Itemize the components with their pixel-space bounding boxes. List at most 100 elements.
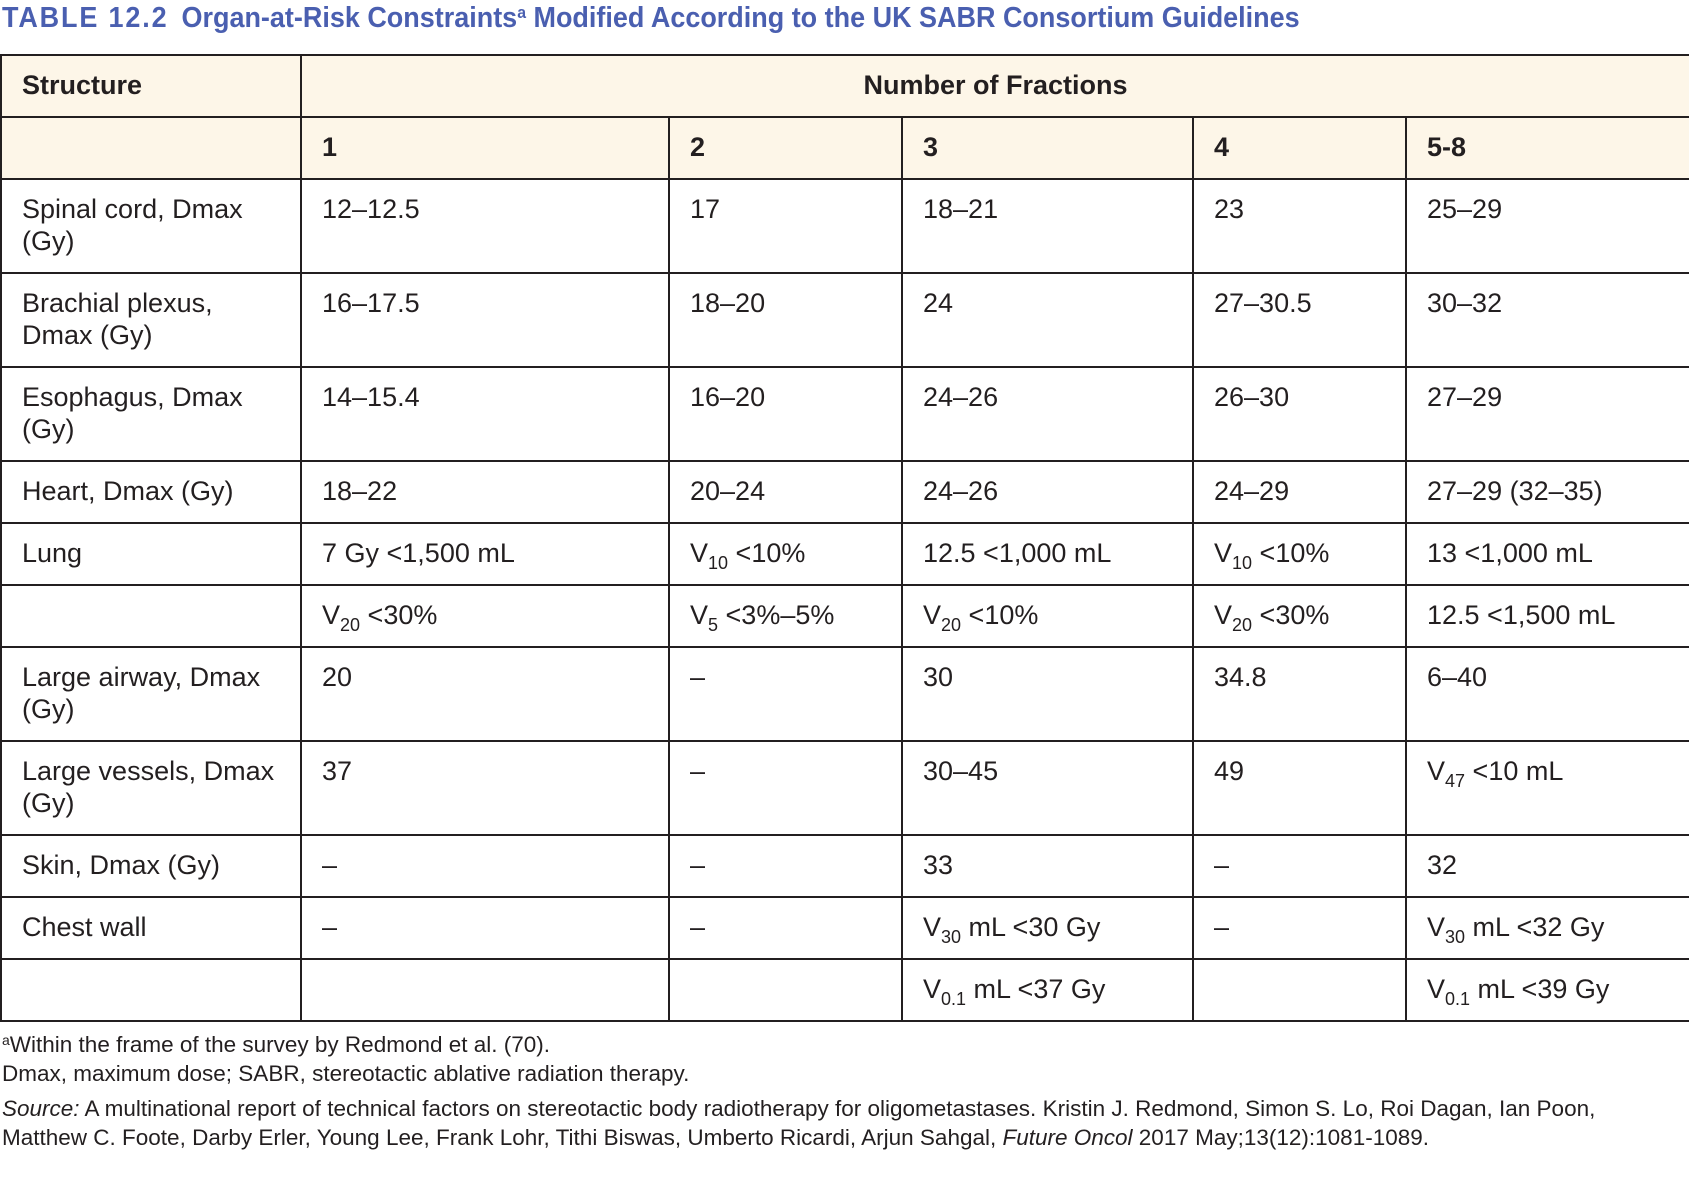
constraint-cell-fraction-2: 16–20 (668, 366, 903, 462)
value-rest: <10% (728, 538, 806, 568)
constraint-cell-fraction-5-8: V30 mL <32 Gy (1404, 896, 1689, 960)
constraint-cell-fraction-4: – (1192, 834, 1407, 898)
value-base: V (923, 600, 942, 630)
value-base: V (690, 538, 709, 568)
structure-cell (0, 958, 302, 1022)
value-subscript: 20 (1232, 615, 1253, 635)
constraint-cell-fraction-5-8: V47 <10 mL (1404, 740, 1689, 836)
structure-cell: Skin, Dmax (Gy) (0, 834, 302, 898)
constraint-cell-fraction-4: 26–30 (1192, 366, 1407, 462)
value-base: V (1427, 756, 1446, 786)
constraint-cell-fraction-4: 27–30.5 (1192, 272, 1407, 368)
constraint-cell-fraction-1: 14–15.4 (300, 366, 670, 462)
structure-cell (0, 584, 302, 648)
table-row: Chest wall – – V30 mL <30 Gy – V30 mL <32 Gy (0, 896, 1689, 960)
title-footnote-marker: a (517, 3, 526, 22)
table-number: TABLE 12.2 (2, 2, 169, 34)
constraint-cell-fraction-3: V20 <10% (901, 584, 1194, 648)
constraint-cell-fraction-3: 12.5 <1,000 mL (901, 522, 1194, 586)
constraint-cell-fraction-1: V20 <30% (300, 584, 670, 648)
constraint-cell-fraction-5-8: 6–40 (1404, 646, 1689, 742)
constraint-cell-fraction-2: V5 <3%–5% (668, 584, 903, 648)
constraint-cell-fraction-2: – (668, 740, 903, 836)
value-base: V (1427, 974, 1446, 1004)
header-structure: Structure (0, 54, 302, 118)
constraint-cell-fraction-4: 49 (1192, 740, 1407, 836)
table-row: Large airway, Dmax (Gy) 20–30 34.8 6–40 (0, 646, 1689, 742)
constraint-cell-fraction-5-8: V0.1 mL <39 Gy (1404, 958, 1689, 1022)
source-label: Source: (2, 1096, 80, 1121)
constraint-cell-fraction-5-8: 30–32 (1404, 272, 1689, 368)
value-subscript: 20 (941, 615, 962, 635)
header-row: Structure Number of Fractions (0, 54, 1689, 118)
value-rest: <10% (1252, 538, 1330, 568)
table-row: Heart, Dmax (Gy) 18–22 20–24 24–26 24–29 27–2… (0, 460, 1689, 524)
constraint-cell-fraction-4: – (1192, 896, 1407, 960)
constraint-cell-fraction-3: 24 (901, 272, 1194, 368)
value-rest: <10% (961, 600, 1039, 630)
constraint-cell-fraction-2: – (668, 646, 903, 742)
constraints-table: Structure Number of Fractions 1 2 3 4 5-… (0, 54, 1689, 1022)
constraint-cell-fraction-5-8: 27–29 (32–35) (1404, 460, 1689, 524)
value-subscript: 30 (941, 927, 962, 947)
title-text: Organ-at-Risk Constraints (181, 2, 518, 34)
constraint-cell-fraction-1: 20 (300, 646, 670, 742)
table-row: Esophagus, Dmax (Gy) 14–15.4 16–20 24–26 26–… (0, 366, 1689, 462)
value-subscript: 10 (1232, 553, 1253, 573)
journal-name: Future Oncol (1002, 1125, 1133, 1150)
constraint-cell-fraction-4: V10 <10% (1192, 522, 1407, 586)
structure-cell: Brachial plexus, Dmax (Gy) (0, 272, 302, 368)
header-fraction-5-8: 5-8 (1404, 116, 1689, 180)
constraint-cell-fraction-3: V0.1 mL <37 Gy (901, 958, 1194, 1022)
constraint-cell-fraction-1: – (300, 834, 670, 898)
header-fraction-4: 4 (1192, 116, 1407, 180)
constraint-cell-fraction-5-8: 25–29 (1404, 178, 1689, 274)
constraint-cell-fraction-2: – (668, 834, 903, 898)
constraint-cell-fraction-4: 23 (1192, 178, 1407, 274)
structure-cell: Chest wall (0, 896, 302, 960)
constraint-cell-fraction-3: 24–26 (901, 366, 1194, 462)
value-rest: mL <39 Gy (1470, 974, 1610, 1004)
constraint-cell-fraction-1: 16–17.5 (300, 272, 670, 368)
value-rest: <30% (360, 600, 438, 630)
value-subscript: 0.1 (941, 989, 967, 1009)
value-subscript: 5 (708, 615, 719, 635)
table-row: Large vessels, Dmax (Gy) 37–30–45 49 V47 <1… (0, 740, 1689, 836)
structure-cell: Lung (0, 522, 302, 586)
source-text: A multinational report of technical fact… (2, 1096, 1596, 1150)
value-base: V (923, 912, 942, 942)
constraint-cell-fraction-5-8: 13 <1,000 mL (1404, 522, 1689, 586)
value-rest: <30% (1252, 600, 1330, 630)
constraint-cell-fraction-3: 30–45 (901, 740, 1194, 836)
source-citation: Source: A multinational report of techni… (2, 1094, 1682, 1152)
table-row: Skin, Dmax (Gy) – –33–32 (0, 834, 1689, 898)
constraint-cell-fraction-2: 20–24 (668, 460, 903, 524)
value-subscript: 10 (708, 553, 729, 573)
table-row: Brachial plexus, Dmax (Gy) 16–17.5 18–20 24… (0, 272, 1689, 368)
constraint-cell-fraction-3: 24–26 (901, 460, 1194, 524)
constraint-cell-fraction-1: – (300, 896, 670, 960)
constraint-cell-fraction-1: 18–22 (300, 460, 670, 524)
citation-tail: 2017 May;13(12):1081-1089. (1132, 1125, 1430, 1150)
value-rest: mL <30 Gy (961, 912, 1101, 942)
constraint-cell-fraction-5-8: 32 (1404, 834, 1689, 898)
value-subscript: 0.1 (1445, 989, 1471, 1009)
value-base: V (1214, 538, 1233, 568)
header-fraction-3: 3 (901, 116, 1194, 180)
title-text-after: Modified According to the UK SABR Consor… (525, 2, 1300, 34)
value-subscript: 47 (1445, 771, 1466, 791)
table-row: V20 <30% V5 <3%–5% V20 <10% V20 <30% 12.5 <1… (0, 584, 1689, 648)
header-number-of-fractions: Number of Fractions (299, 54, 1689, 118)
constraint-cell-fraction-1: 12–12.5 (300, 178, 670, 274)
table-row: Lung 7 Gy <1,500 mL V10 <10% 12.5 <1,000 mL… (0, 522, 1689, 586)
constraint-cell-fraction-2 (668, 958, 903, 1022)
value-base: V (923, 974, 942, 1004)
value-base: V (1427, 912, 1446, 942)
structure-cell: Large vessels, Dmax (Gy) (0, 740, 302, 836)
constraint-cell-fraction-3: 18–21 (901, 178, 1194, 274)
value-rest: mL <37 Gy (966, 974, 1106, 1004)
value-subscript: 20 (340, 615, 361, 635)
constraint-cell-fraction-2: 17 (668, 178, 903, 274)
constraint-cell-fraction-5-8: 12.5 <1,500 mL (1404, 584, 1689, 648)
constraint-cell-fraction-3: 33 (901, 834, 1194, 898)
